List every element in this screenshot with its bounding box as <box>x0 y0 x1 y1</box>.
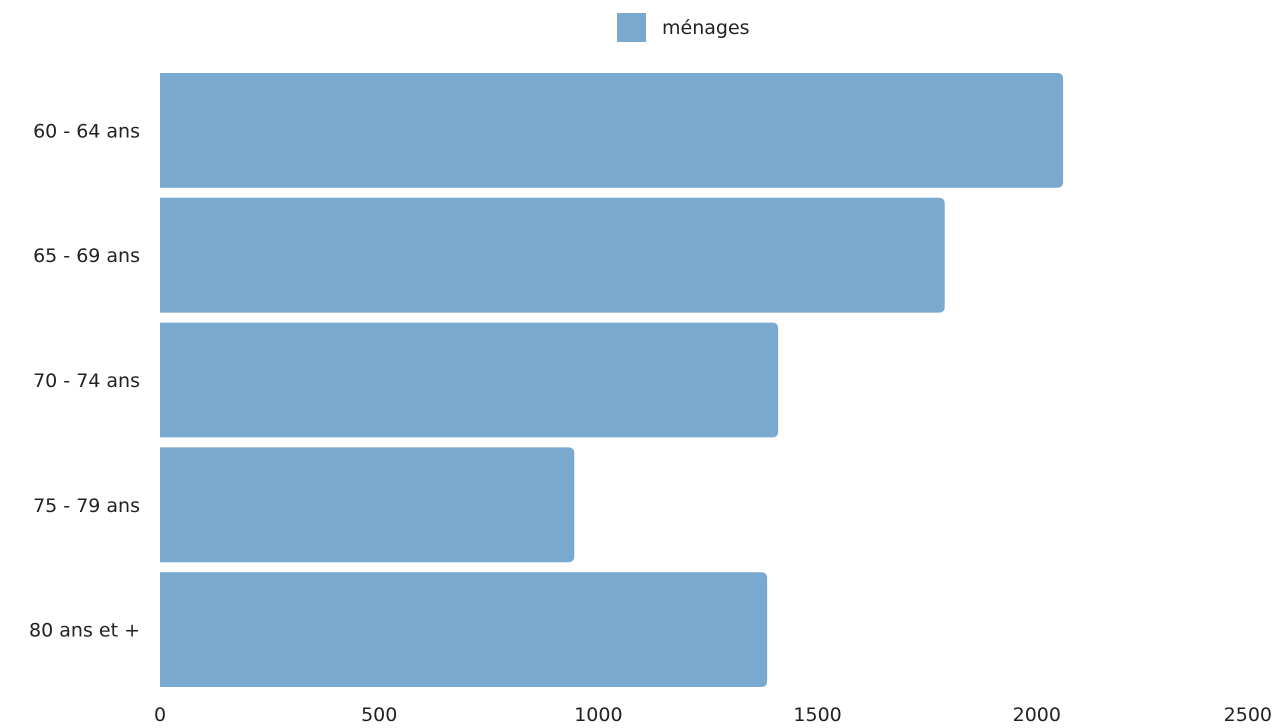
legend-swatch <box>617 13 646 42</box>
category-label: 80 ans et + <box>29 620 140 642</box>
bar-5 <box>160 572 768 687</box>
legend-label-menages: ménages <box>662 17 750 39</box>
category-label: 75 - 79 ans <box>33 495 140 517</box>
x-axis-tick-labels: 0 500 1000 1500 2000 2500 <box>154 704 1272 726</box>
x-tick-label: 1000 <box>574 704 622 724</box>
category-label: 60 - 64 ans <box>33 120 140 142</box>
bars-group <box>160 73 1064 687</box>
category-labels: 60 - 64 ans 65 - 69 ans 70 - 74 ans 75 - 79… <box>29 120 140 641</box>
bar-2 <box>160 197 945 313</box>
bar-3 <box>160 322 779 438</box>
category-label: 70 - 74 ans <box>33 370 140 392</box>
x-tick-label: 1500 <box>793 704 841 724</box>
x-tick-label: 0 <box>154 704 166 724</box>
bar-1 <box>160 73 1064 188</box>
x-tick-label: 500 <box>361 704 397 724</box>
category-label: 65 - 69 ans <box>33 245 140 267</box>
legend: ménages <box>617 13 750 42</box>
bar-4 <box>160 447 575 563</box>
x-tick-label: 2500 <box>1224 704 1272 724</box>
x-tick-label: 2000 <box>1013 704 1061 724</box>
